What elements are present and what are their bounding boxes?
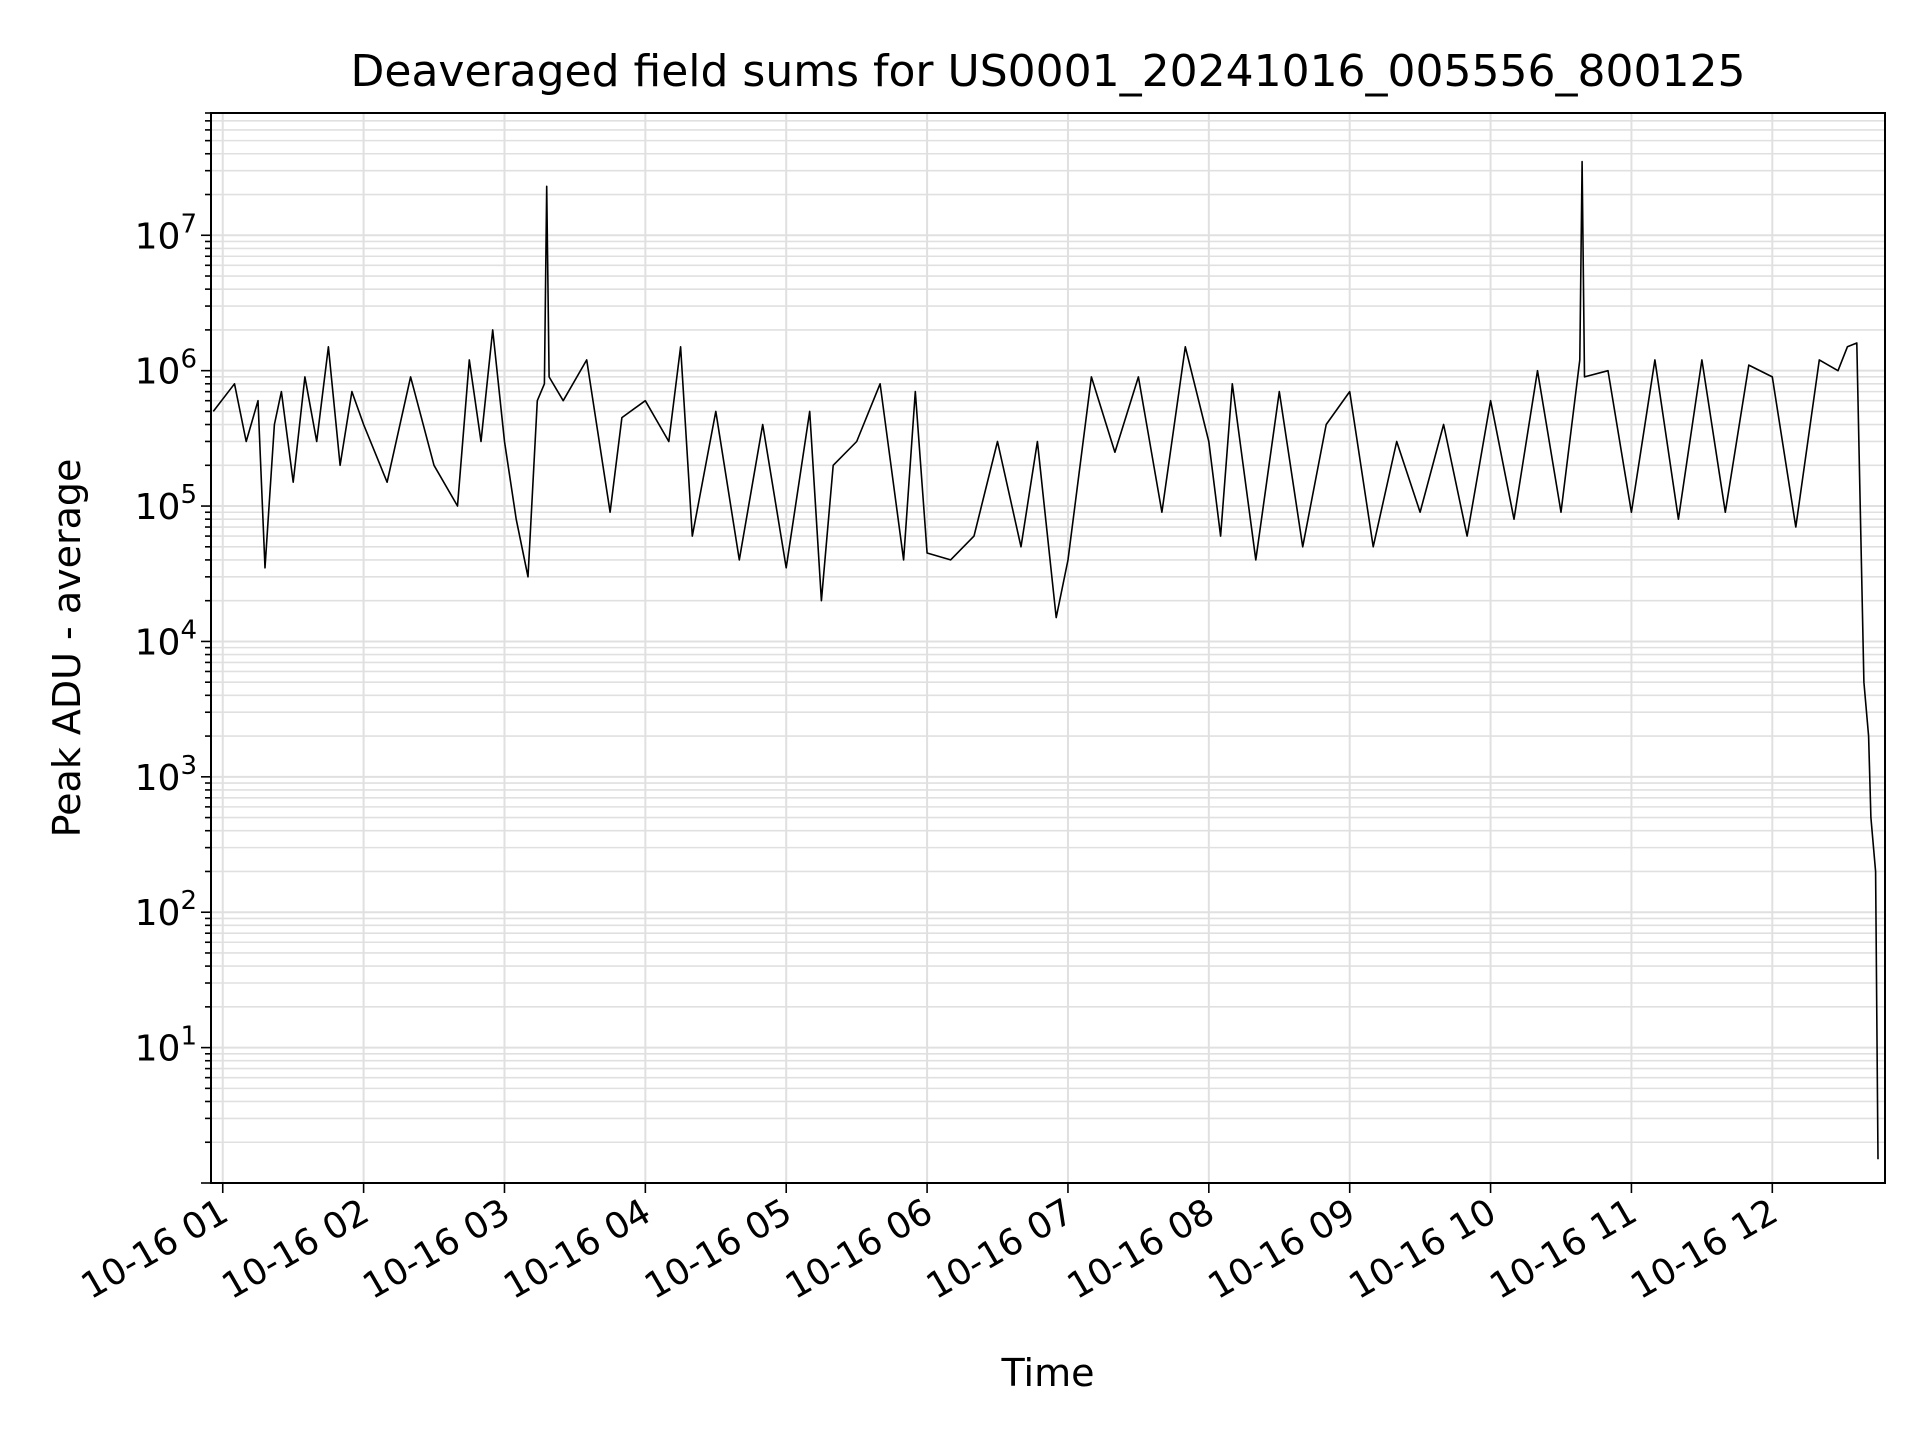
series-layer [212, 160, 1879, 1160]
grid-lines [211, 112, 1885, 1184]
y-tick-label: 103 [135, 751, 197, 799]
x-axis-label: Time [1001, 1351, 1095, 1395]
y-tick-label: 107 [135, 209, 197, 257]
y-tick-label: 104 [135, 615, 197, 663]
y-tick-labels: 101 102 103 104 105 106 107 [135, 209, 197, 1069]
y-tick-label: 102 [135, 886, 197, 934]
series-line [212, 160, 1879, 1160]
y-tick-label: 101 [135, 1022, 197, 1070]
chart-title: Deaveraged field sums for US0001_2024101… [351, 46, 1746, 97]
y-axis-label: Peak ADU - average [45, 459, 89, 838]
y-tick-label: 106 [135, 345, 197, 393]
tick-marks [201, 112, 1774, 1193]
y-tick-label: 105 [135, 480, 197, 528]
